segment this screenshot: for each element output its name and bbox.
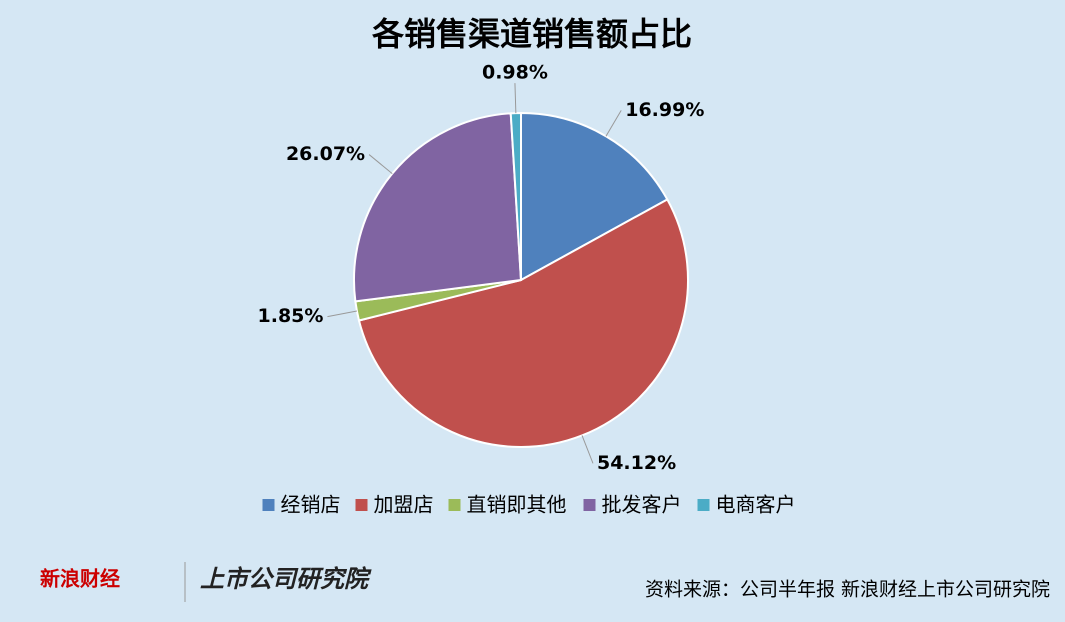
legend-label: 批发客户: [602, 493, 682, 517]
legend-label: 电商客户: [716, 493, 796, 517]
legend-label: 加盟店: [374, 493, 434, 517]
legend-swatch: [448, 499, 461, 511]
legend-swatch: [697, 499, 710, 511]
leader-line: [327, 310, 357, 318]
pie-slice: [520, 111, 669, 282]
legend-swatch: [583, 499, 596, 511]
legend-label: 直销即其他: [467, 493, 567, 517]
data-label: 26.07%: [286, 143, 365, 165]
chart-title: 各销售渠道销售额占比: [372, 15, 692, 53]
leader-line: [605, 110, 622, 137]
data-label: 54.12%: [597, 452, 676, 474]
legend-label: 经销店: [281, 493, 341, 517]
legend-swatch: [262, 499, 275, 511]
leader-line: [514, 83, 517, 114]
legend-swatch: [355, 499, 368, 511]
source-note: 资料来源：公司半年报 新浪财经上市公司研究院: [645, 579, 1050, 601]
data-label: 1.85%: [258, 305, 324, 327]
leader-line: [368, 154, 393, 175]
data-label: 0.98%: [482, 62, 548, 84]
leader-line: [581, 435, 594, 464]
pie-slice: [357, 198, 689, 448]
footer-logo: 新浪财经: [40, 567, 120, 591]
data-label: 16.99%: [625, 99, 704, 121]
footer-logo: 上市公司研究院: [200, 565, 372, 593]
